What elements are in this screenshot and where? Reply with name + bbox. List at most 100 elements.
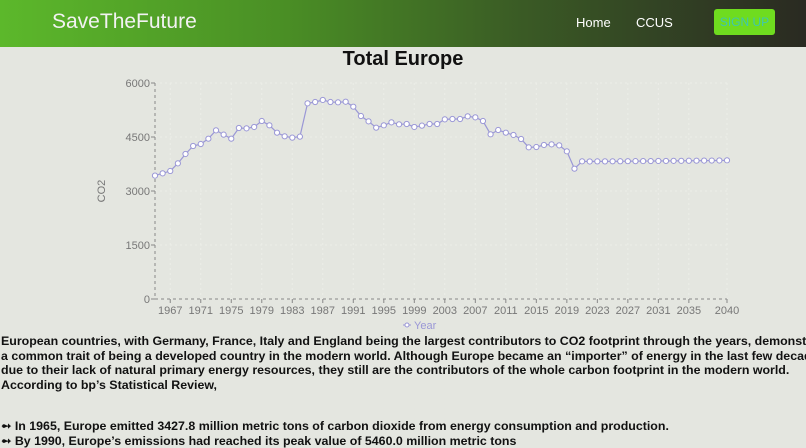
y-axis-label: CO2 (96, 180, 108, 203)
x-tick-label: 2035 (677, 305, 701, 317)
brand-logo[interactable]: SaveTheFuture (52, 10, 197, 33)
data-point (350, 103, 357, 110)
y-tick-label: 6000 (126, 78, 150, 90)
x-tick-label: 1995 (372, 305, 396, 317)
data-point (571, 165, 578, 172)
x-tick-label: 2011 (494, 305, 518, 317)
data-point (312, 98, 319, 106)
data-point (495, 126, 502, 134)
x-tick-label: 1967 (158, 305, 182, 317)
y-tick-label: 4500 (126, 132, 150, 144)
paragraph-line: due to their lack of natural primary ene… (1, 363, 790, 377)
data-point (723, 157, 731, 164)
data-point (426, 120, 433, 128)
x-tick-label: 2031 (646, 305, 670, 317)
x-tick-label: 1999 (402, 305, 426, 317)
data-point (395, 121, 403, 128)
bullet-item: ➻ In 1965, Europe emitted 3427.8 million… (1, 419, 669, 433)
data-point (220, 131, 227, 138)
data-point (174, 160, 181, 167)
data-point (434, 120, 441, 128)
x-tick-label: 1987 (311, 305, 335, 317)
data-point (182, 150, 189, 158)
nav-home[interactable]: Home (576, 15, 611, 30)
data-point (502, 129, 509, 136)
data-point (601, 158, 609, 165)
x-tick-label: 2040 (715, 305, 739, 317)
y-tick-label: 0 (144, 294, 150, 306)
nav-ccus[interactable]: CCUS (636, 15, 673, 30)
data-point (190, 142, 197, 150)
signup-button[interactable]: SIGN UP (714, 9, 775, 35)
data-point (411, 123, 418, 131)
data-point (235, 124, 242, 132)
data-point (708, 157, 715, 164)
data-point (693, 157, 700, 164)
data-point (678, 157, 685, 164)
data-point (556, 142, 563, 149)
x-tick-label: 1979 (250, 305, 274, 317)
data-point (685, 157, 692, 164)
data-point (510, 131, 517, 139)
paragraph-line: European countries, with Germany, France… (1, 334, 806, 348)
data-point (701, 157, 708, 164)
paragraph-line: According to bp’s Statistical Review, (1, 377, 217, 392)
data-point (380, 122, 387, 129)
data-point (365, 118, 372, 125)
data-point (159, 170, 166, 177)
bullet-item: ➻ By 1990, Europe’s emissions had reache… (1, 434, 517, 448)
data-point (281, 133, 288, 140)
data-point (258, 117, 265, 125)
x-tick-label: 1975 (219, 305, 243, 317)
data-point (464, 113, 471, 120)
x-tick-label: 2023 (585, 305, 609, 317)
data-point (418, 122, 426, 129)
data-point (357, 112, 365, 120)
paragraph-line: a common trait of being a developed coun… (1, 348, 806, 363)
data-point (373, 124, 380, 131)
chart-title: Total Europe (342, 48, 464, 70)
data-point (647, 157, 654, 165)
co2-line-chart: 0 1500 3000 4500 6000 1967 1971 1975 1979 1983 198… (96, 78, 739, 332)
data-point (525, 144, 532, 151)
data-point (327, 98, 334, 106)
navbar: SaveTheFuture Home CCUS SIGN UP (0, 0, 806, 47)
data-point (670, 157, 677, 164)
data-point (403, 120, 410, 128)
legend-marker-icon (404, 322, 410, 328)
data-point (479, 117, 487, 125)
data-point (388, 119, 395, 126)
x-tick-label: 2019 (555, 305, 579, 317)
data-point (472, 114, 479, 121)
data-point (197, 140, 204, 148)
data-point (487, 131, 494, 138)
data-point (251, 123, 258, 131)
data-point (533, 143, 540, 151)
data-point (586, 158, 593, 165)
data-point (342, 98, 349, 105)
data-point (304, 100, 311, 107)
x-tick-label: 1991 (341, 305, 365, 317)
data-point (243, 125, 250, 132)
data-point (617, 158, 624, 165)
data-point (289, 134, 296, 141)
description-paragraph: European countries, with Germany, France… (1, 334, 806, 392)
data-point (167, 167, 174, 175)
x-tick-label: 2027 (616, 305, 640, 317)
x-tick-label: 2015 (524, 305, 548, 317)
data-point (228, 135, 235, 142)
series-line (154, 99, 728, 177)
x-tick-label: 1971 (189, 305, 213, 317)
data-point (594, 158, 601, 165)
data-point (517, 135, 525, 143)
data-point (151, 172, 159, 179)
data-point (456, 115, 464, 123)
data-point (273, 129, 281, 136)
data-point (441, 116, 448, 123)
data-point (578, 158, 586, 165)
data-point (334, 99, 342, 106)
x-tick-label: 2003 (433, 305, 457, 317)
data-point (624, 158, 631, 165)
data-point (266, 122, 273, 129)
data-point (449, 115, 456, 123)
